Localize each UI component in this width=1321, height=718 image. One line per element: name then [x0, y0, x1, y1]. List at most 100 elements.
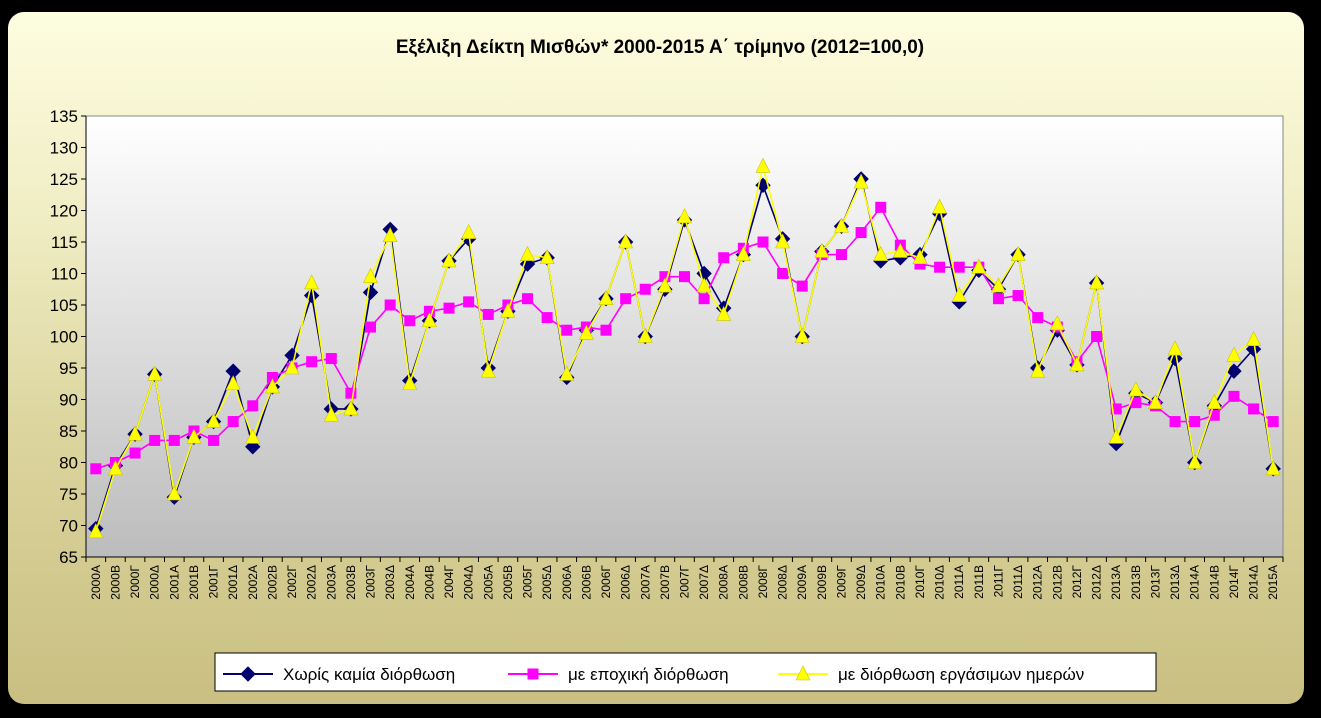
- y-tick-label: 120: [50, 202, 78, 221]
- data-point: [343, 400, 359, 416]
- data-point: [168, 434, 180, 446]
- x-tick-label: 2000Δ: [148, 565, 162, 600]
- data-point: [677, 208, 692, 224]
- data-point: [1206, 393, 1222, 409]
- data-point: [1089, 274, 1105, 290]
- x-tick-label: 2005Δ: [540, 565, 554, 600]
- data-point: [107, 460, 123, 476]
- data-point: [735, 245, 751, 261]
- data-point: [855, 227, 867, 239]
- data-point: [1110, 403, 1122, 415]
- data-point: [208, 434, 220, 446]
- y-tick-label: 110: [51, 265, 78, 284]
- data-point: [225, 375, 241, 391]
- data-point: [306, 356, 318, 368]
- x-tick-label: 2001Δ: [226, 565, 240, 600]
- series-layer: [88, 157, 1281, 539]
- data-point: [698, 293, 710, 305]
- axes: 65 70 75 80 85 90 95 100 105 110 115 120 125 130 135 20…: [50, 107, 1284, 600]
- data-point: [1032, 312, 1044, 324]
- x-tick-label: 2002Β: [265, 565, 279, 600]
- legend-label: Χωρίς καμία διόρθωση: [283, 665, 455, 684]
- data-point: [264, 378, 280, 394]
- x-tick-label: 2010Δ: [933, 565, 947, 600]
- chart-frame: Εξέλιξη Δείκτη Μισθών* 2000-2015 Α΄ τρίμ…: [8, 12, 1304, 704]
- data-point: [833, 217, 849, 233]
- x-tick-label: 2013Α: [1109, 565, 1123, 600]
- data-point: [1187, 453, 1203, 469]
- data-point: [953, 261, 965, 273]
- data-point: [1030, 362, 1046, 378]
- data-point: [971, 258, 987, 274]
- x-tick-label: 2005Β: [501, 565, 515, 600]
- legend-label: με διόρθωση εργάσιμων ημερών: [838, 665, 1084, 684]
- x-tick-label: 2015Α: [1266, 565, 1280, 600]
- x-tick-label: 2000Α: [89, 565, 103, 600]
- data-point: [539, 249, 555, 265]
- legend-marker: [240, 666, 256, 682]
- y-tick-label: 90: [59, 391, 78, 410]
- data-point: [127, 425, 143, 441]
- data-point: [1265, 460, 1281, 476]
- y-tick-label: 130: [50, 139, 78, 158]
- data-point: [892, 242, 908, 258]
- data-point: [559, 365, 575, 381]
- y-tick-label: 85: [59, 422, 78, 441]
- data-point: [421, 312, 437, 328]
- x-tick-label: 2008Γ: [756, 565, 770, 599]
- data-point: [284, 359, 300, 375]
- y-tick-label: 65: [59, 548, 78, 567]
- data-point: [659, 271, 671, 283]
- x-tick-label: 2006Γ: [599, 565, 613, 599]
- legend: Χωρίς καμία διόρθωση με εποχική διόρθωση μ…: [214, 652, 1157, 692]
- x-tick-label: 2007Δ: [697, 565, 711, 600]
- data-point: [1128, 381, 1144, 397]
- data-point: [441, 252, 457, 268]
- data-point: [578, 324, 594, 340]
- data-point: [718, 252, 730, 264]
- data-point: [1248, 403, 1260, 415]
- x-tick-label: 2001Β: [187, 565, 201, 600]
- x-tick-label: 2006Β: [579, 565, 593, 600]
- x-tick-label: 2012Β: [1050, 565, 1064, 600]
- data-point: [423, 305, 435, 317]
- data-point: [363, 267, 379, 283]
- legend-marker: [527, 668, 539, 680]
- data-point: [402, 375, 418, 391]
- data-point: [1012, 290, 1024, 302]
- data-point: [541, 312, 553, 324]
- data-point: [1226, 363, 1242, 379]
- data-point: [618, 233, 634, 249]
- x-tick-label: 2011Γ: [991, 565, 1005, 598]
- data-point: [777, 268, 789, 279]
- x-tick-label: 2010Β: [893, 565, 907, 600]
- data-point: [679, 271, 690, 283]
- data-point: [873, 245, 889, 261]
- data-point: [716, 305, 732, 321]
- data-point: [1130, 397, 1142, 409]
- data-point: [1208, 409, 1220, 421]
- data-point: [951, 286, 967, 302]
- x-tick-label: 2004Α: [403, 565, 417, 600]
- data-point: [345, 387, 357, 399]
- data-point: [1246, 330, 1262, 346]
- x-tick-label: 2003Α: [324, 565, 338, 600]
- data-point: [1049, 315, 1065, 331]
- y-tick-label: 70: [59, 517, 78, 536]
- data-point: [757, 236, 769, 248]
- data-point: [1267, 416, 1279, 428]
- data-point: [186, 428, 202, 444]
- x-tick-label: 2000Β: [108, 565, 122, 600]
- data-point: [1226, 346, 1242, 362]
- data-point: [696, 277, 712, 293]
- x-tick-label: 2007Α: [638, 565, 652, 600]
- x-tick-label: 2000Γ: [128, 565, 142, 599]
- data-point: [461, 223, 477, 239]
- data-point: [304, 274, 320, 290]
- data-point: [1010, 245, 1026, 261]
- data-point: [206, 412, 222, 428]
- legend-marker: [795, 665, 811, 681]
- x-tick-label: 2006Α: [560, 565, 574, 600]
- x-tick-label: 2012Δ: [1090, 565, 1104, 600]
- x-tick-label: 2014Β: [1207, 565, 1221, 600]
